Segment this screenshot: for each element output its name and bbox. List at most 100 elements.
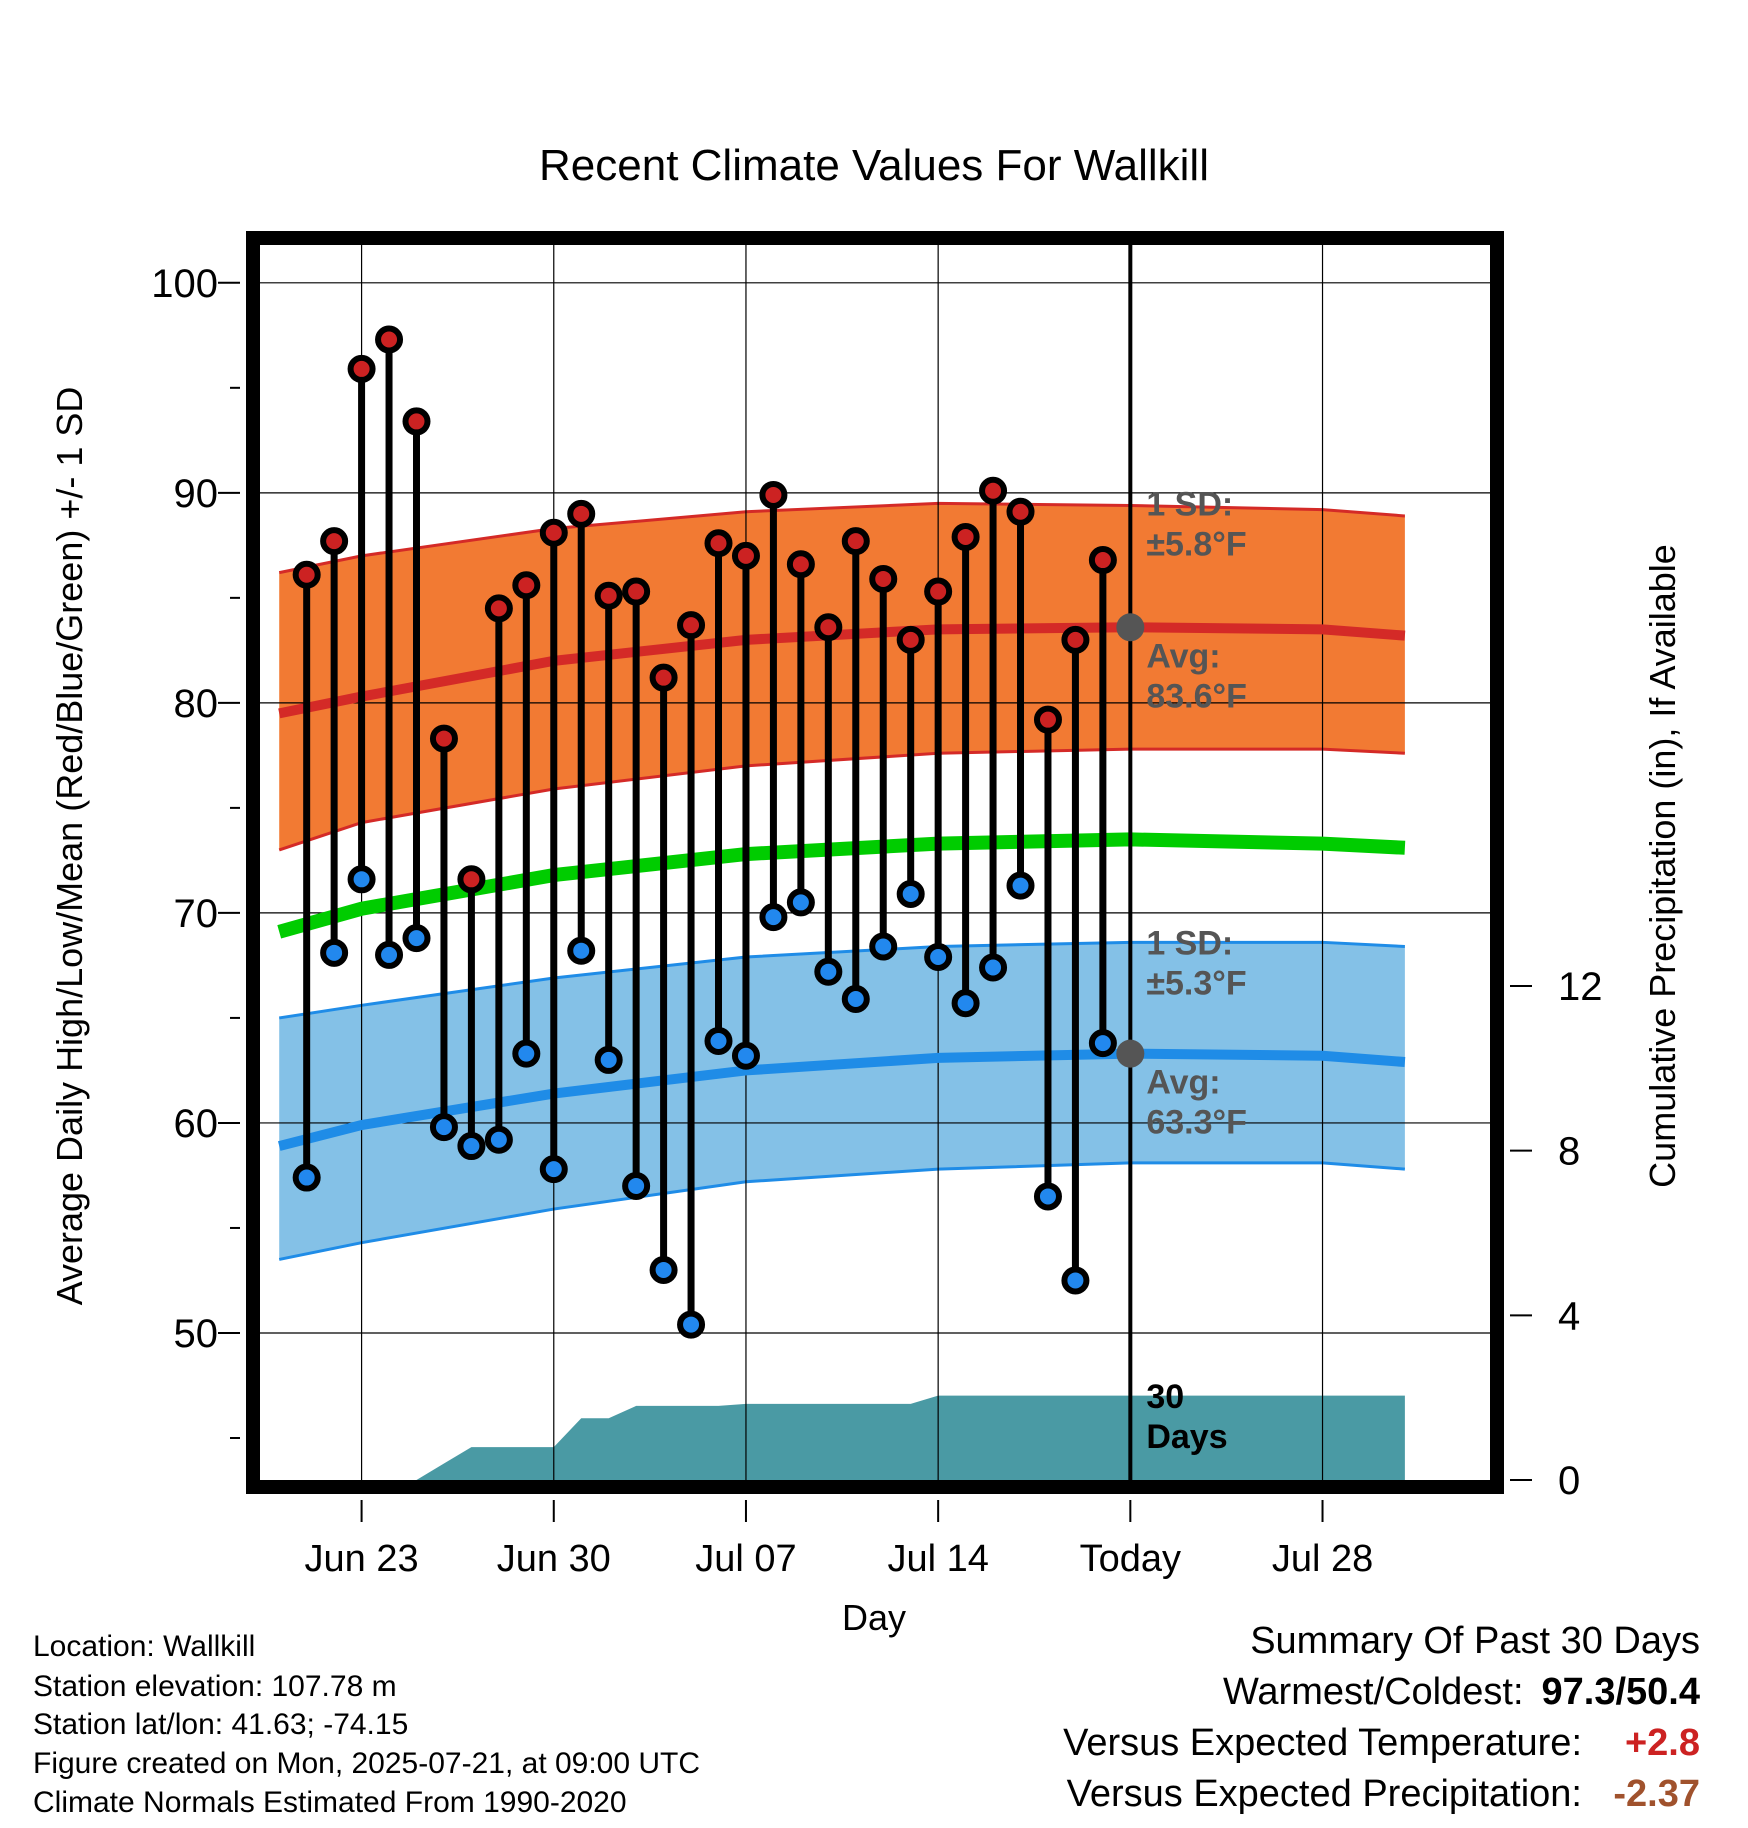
observed-low-point <box>512 1039 541 1068</box>
observed-low-point <box>649 1255 678 1284</box>
x-tick-label: Jul 07 <box>695 1538 796 1580</box>
observed-low-point <box>677 1310 706 1339</box>
observed-high-point <box>896 625 925 654</box>
avg-mean-line <box>277 832 1406 939</box>
observed-high-point <box>567 499 596 528</box>
low-sd-annotation: ±5.3°F <box>1146 964 1246 1002</box>
observed-low-point <box>347 865 376 894</box>
observed-low-point <box>786 888 815 917</box>
y2-tick-label: 8 <box>1558 1130 1580 1174</box>
low-avg-annotation: Avg: <box>1146 1064 1220 1102</box>
observed-high-point <box>677 611 706 640</box>
high-avg-annotation: Avg: <box>1146 637 1220 675</box>
warm-cold-label: Warmest/Coldest: <box>1222 1671 1524 1713</box>
observed-low-point <box>814 957 843 986</box>
observed-high-point <box>951 522 980 551</box>
x-tick-label: Today <box>1080 1538 1181 1580</box>
info-latlon: Station lat/lon: 41.63; -74.15 <box>33 1708 409 1741</box>
observed-low-point <box>951 989 980 1018</box>
temp-anomaly-label: Versus Expected Temperature: <box>1063 1722 1582 1764</box>
summary-temp: Versus Expected Temperature: +2.8 <box>1063 1722 1700 1765</box>
observed-high-point <box>869 564 898 593</box>
low-sd-lower-line <box>278 1161 1406 1261</box>
precip-anomaly-value: -2.37 <box>1613 1773 1700 1815</box>
observed-low-point <box>731 1041 760 1070</box>
observed-high-point <box>512 571 541 600</box>
plot-background <box>260 245 1490 1480</box>
observed-low-point <box>896 880 925 909</box>
observed-low-point <box>402 924 431 953</box>
summary-heading: Summary Of Past 30 Days <box>1250 1620 1700 1662</box>
y-tick-label: 50 <box>174 1312 219 1356</box>
temp-anomaly-value: +2.8 <box>1624 1722 1700 1764</box>
y-tick-label: 80 <box>174 682 219 726</box>
y2-tick-label: 0 <box>1558 1459 1580 1503</box>
observed-low-point <box>759 903 788 932</box>
high-sd-band <box>279 503 1405 850</box>
observed-high-point <box>924 577 953 606</box>
x-tick-label: Jun 23 <box>305 1538 419 1580</box>
observed-low-point <box>704 1027 733 1056</box>
observed-high-point <box>594 581 623 610</box>
observed-low-point <box>292 1163 321 1192</box>
observed-low-point <box>869 932 898 961</box>
observed-high-point <box>347 354 376 383</box>
precip-anomaly-label: Versus Expected Precipitation: <box>1066 1773 1582 1815</box>
y2-tick-label: 4 <box>1558 1294 1580 1338</box>
observed-high-point <box>841 527 870 556</box>
observed-high-point <box>320 527 349 556</box>
observed-high-point <box>1061 625 1090 654</box>
observed-low-point <box>567 936 596 965</box>
x-tick-label: Jul 28 <box>1272 1538 1373 1580</box>
observed-high-point <box>814 613 843 642</box>
y-tick-label: 60 <box>174 1102 219 1146</box>
observed-high-point <box>786 550 815 579</box>
observed-low-point <box>924 943 953 972</box>
observed-high-point <box>1088 546 1117 575</box>
summary-precip: Versus Expected Precipitation: -2.37 <box>1067 1773 1700 1816</box>
observed-high-point <box>292 560 321 589</box>
y-tick-label: 100 <box>151 262 218 306</box>
observed-low-point <box>320 938 349 967</box>
high-avg-annotation: 83.6°F <box>1146 677 1247 715</box>
observed-high-point <box>375 325 404 354</box>
info-location: Location: Wallkill <box>33 1630 256 1663</box>
high-sd-annotation: 1 SD: <box>1146 485 1233 523</box>
avg-low-line <box>277 1048 1406 1151</box>
observed-low-point <box>979 953 1008 982</box>
observed-low-point <box>1006 871 1035 900</box>
x-axis-label: Day <box>842 1597 906 1638</box>
observed-high-point <box>649 663 678 692</box>
today-avg-low-marker <box>1116 1039 1145 1068</box>
low-sd-upper-line <box>278 940 1405 1020</box>
plot-frame <box>246 231 1504 1494</box>
info-elevation: Station elevation: 107.78 m <box>33 1670 397 1703</box>
low-avg-annotation: 63.3°F <box>1146 1104 1247 1142</box>
low-sd-annotation: 1 SD: <box>1146 924 1233 962</box>
observed-high-point <box>704 529 733 558</box>
high-sd-upper-line <box>278 501 1406 575</box>
summary-warm-cold: Warmest/Coldest: 97.3/50.4 <box>1223 1671 1700 1714</box>
observed-low-point <box>375 940 404 969</box>
observed-high-point <box>979 476 1008 505</box>
observed-low-point <box>429 1113 458 1142</box>
warm-cold-value: 97.3/50.4 <box>1541 1671 1700 1713</box>
observed-low-point <box>1033 1182 1062 1211</box>
info-normals: Climate Normals Estimated From 1990-2020 <box>33 1786 627 1819</box>
observed-low-point <box>1061 1266 1090 1295</box>
precip-window-annotation: 30 <box>1146 1378 1184 1416</box>
precipitation-area <box>279 1395 1405 1480</box>
y2-axis-label: Cumulative Precipitation (in), If Availa… <box>1642 544 1683 1188</box>
x-tick-label: Jun 30 <box>497 1538 611 1580</box>
high-sd-lower-line <box>278 747 1405 852</box>
precip-window-annotation: Days <box>1146 1418 1227 1456</box>
observed-low-point <box>457 1132 486 1161</box>
y-axis-label: Average Daily High/Low/Mean (Red/Blue/Gr… <box>49 387 90 1306</box>
y-tick-label: 70 <box>174 892 219 936</box>
observed-low-point <box>622 1171 651 1200</box>
y-tick-label: 90 <box>174 472 219 516</box>
observed-low-point <box>539 1155 568 1184</box>
observed-high-point <box>731 541 760 570</box>
